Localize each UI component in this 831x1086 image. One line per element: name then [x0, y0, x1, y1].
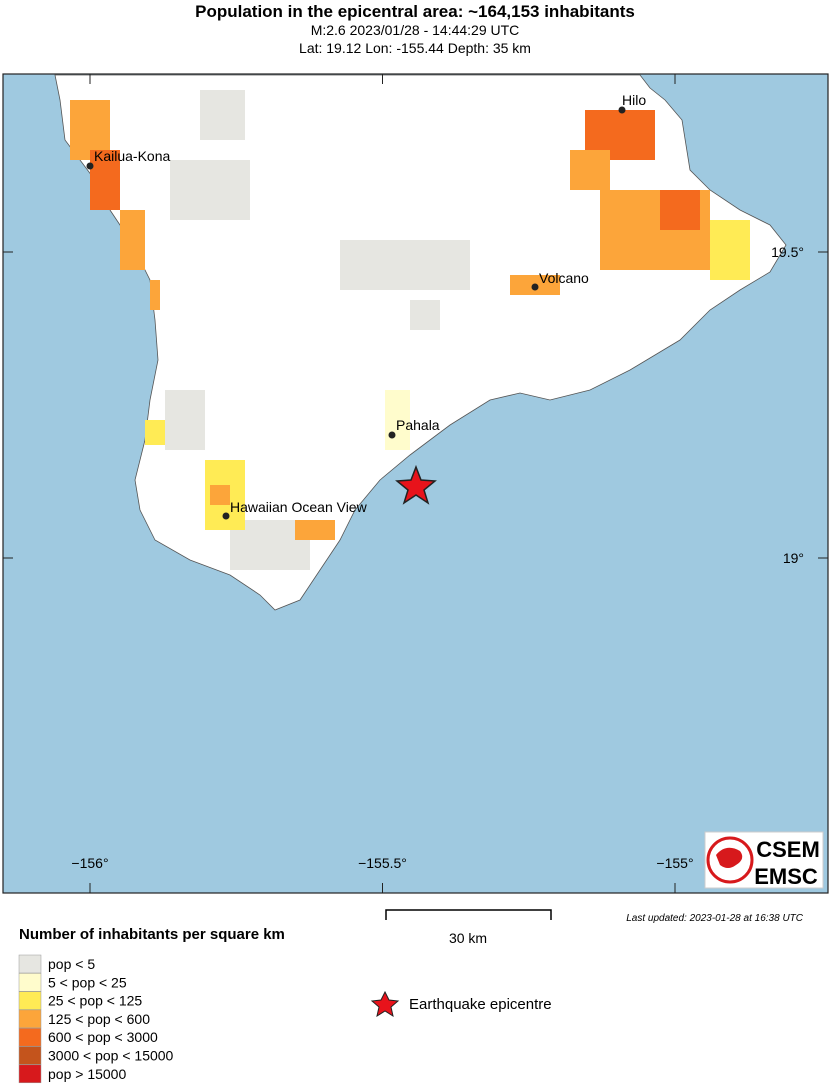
legend-label: 25 < pop < 125 — [48, 993, 142, 1009]
lon-label: −155.5° — [358, 855, 407, 871]
city-dot — [388, 431, 396, 439]
legend-label: 5 < pop < 25 — [48, 974, 127, 990]
subtitle: Lat: 19.12 Lon: -155.44 Depth: 35 km — [299, 40, 531, 56]
city-label: Pahala — [396, 417, 440, 433]
legend-swatch — [18, 1009, 42, 1029]
legend-label: pop < 5 — [48, 956, 95, 972]
lon-label: −155° — [656, 855, 693, 871]
title: Population in the epicentral area: ~164,… — [195, 2, 635, 21]
epicentre-star — [395, 464, 437, 505]
city-label: Hilo — [622, 92, 646, 108]
legend-label: 3000 < pop < 15000 — [48, 1048, 174, 1064]
legend-label: pop > 15000 — [48, 1066, 126, 1082]
city-label: Hawaiian Ocean View — [230, 499, 368, 515]
city-dot — [86, 162, 94, 170]
legend-epicentre: Earthquake epicentre — [409, 996, 552, 1013]
legend-label: 600 < pop < 3000 — [48, 1029, 158, 1045]
legend-title: Number of inhabitants per square km — [19, 926, 285, 943]
logo-text: EMSC — [754, 864, 818, 889]
city-dot — [222, 512, 230, 520]
lat-label: 19° — [783, 550, 804, 566]
scale-bar — [385, 909, 552, 920]
legend-swatch — [18, 973, 42, 992]
population-cells — [70, 90, 750, 570]
subtitle: M:2.6 2023/01/28 - 14:44:29 UTC — [311, 22, 520, 38]
city-dot — [618, 106, 626, 114]
scale-label: 30 km — [449, 930, 487, 946]
legend-swatch — [18, 1064, 42, 1084]
legend-swatch — [18, 991, 42, 1010]
legend-swatch — [18, 954, 42, 974]
city-dot — [531, 283, 539, 291]
legend-swatch — [18, 1027, 42, 1047]
logo-text: CSEM — [756, 837, 820, 862]
city-label: Kailua-Kona — [94, 148, 170, 164]
legend-swatch — [18, 1046, 42, 1065]
city-label: Volcano — [539, 270, 589, 286]
lat-label: 19.5° — [771, 244, 804, 260]
legend-label: 125 < pop < 600 — [48, 1011, 150, 1027]
logo-land — [716, 847, 743, 868]
legend-star — [370, 990, 400, 1018]
last-updated: Last updated: 2023-01-28 at 16:38 UTC — [626, 913, 804, 924]
lon-label: −156° — [71, 855, 108, 871]
